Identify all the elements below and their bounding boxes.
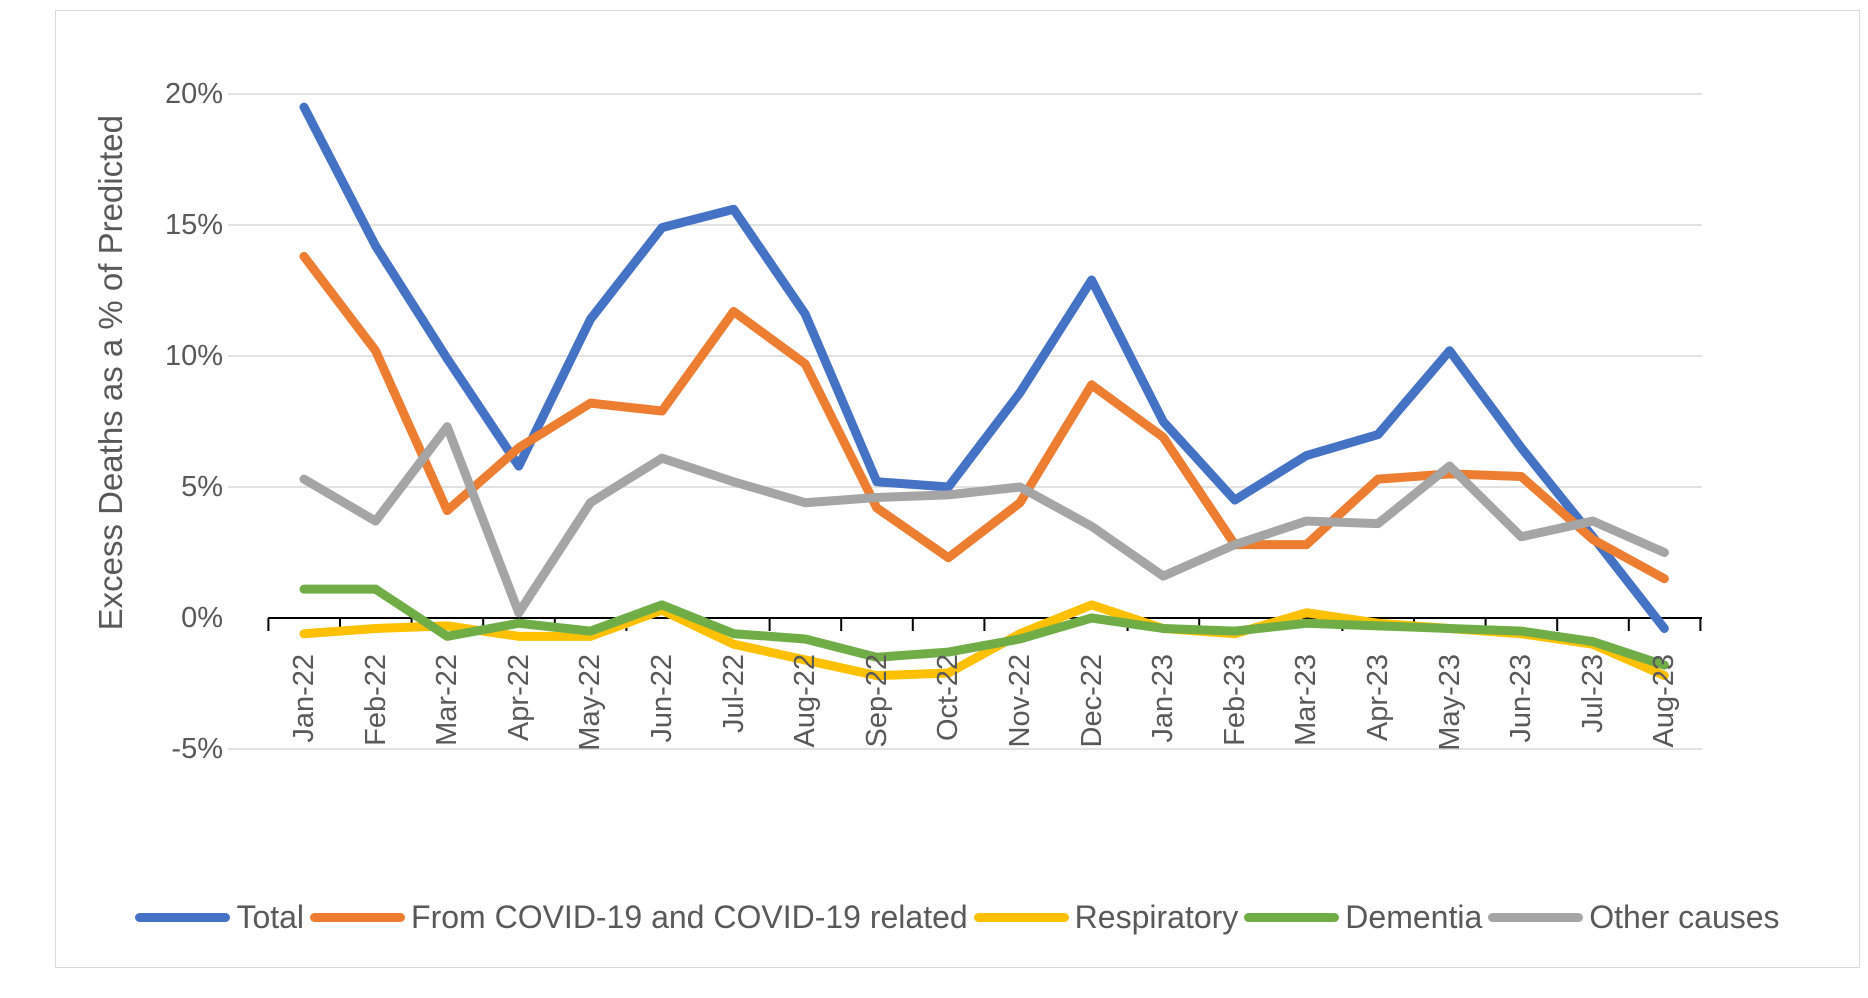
x-tick-label-Sep-22: Sep-22: [860, 654, 893, 748]
x-tick-label-Jan-23: Jan-23: [1147, 654, 1180, 743]
legend-line-sample-dementia: [1244, 913, 1340, 922]
y-tick-label-20%: 20%: [164, 78, 223, 110]
x-tick-label-Aug-23: Aug-23: [1648, 654, 1681, 748]
y-tick-label-0%: 0%: [181, 602, 223, 634]
legend-label: Dementia: [1345, 899, 1483, 935]
legend-label: Other causes: [1589, 899, 1780, 935]
series-line-from-covid-19-and-covid-19-related: [299, 251, 1669, 584]
legend: Total From COVID-19 and COVID-19 related…: [56, 899, 1859, 936]
x-tick-label-Feb-22: Feb-22: [359, 654, 392, 746]
x-tick-label-Jan-22: Jan-22: [288, 654, 320, 743]
x-tick-label-Dec-22: Dec-22: [1075, 654, 1108, 748]
y-tick-label-10%: 10%: [164, 340, 223, 372]
series-line-total: [299, 102, 1669, 633]
x-tick-label-Nov-22: Nov-22: [1004, 654, 1036, 748]
x-tick-label-Jun-23: Jun-23: [1505, 654, 1538, 743]
legend-label: From COVID-19 and COVID-19 related: [411, 899, 968, 935]
x-tick-label-Apr-23: Apr-23: [1362, 654, 1394, 742]
x-tick-label-Jul-23: Jul-23: [1576, 654, 1609, 733]
legend-line-sample-other: [1488, 913, 1584, 922]
series-lines: [299, 102, 1669, 681]
legend-line-sample-total: [135, 913, 231, 922]
y-tick-label--5%: -5%: [171, 733, 223, 765]
y-tick-label-5%: 5%: [181, 471, 223, 503]
line-chart: [228, 93, 1702, 750]
x-tick-label-Oct-22: Oct-22: [932, 654, 965, 742]
legend-line-sample-covid: [310, 913, 406, 922]
legend-item-covid: From COVID-19 and COVID-19 related: [310, 899, 968, 936]
x-tick-label-Apr-22: Apr-22: [502, 654, 535, 742]
legend-item-dementia: Dementia: [1244, 899, 1482, 936]
chart-container: 20% 15% 10% 5% 0% -5% Jan-22 Feb-22 Mar-22 Apr-2…: [55, 10, 1860, 968]
legend-item-other: Other causes: [1488, 899, 1780, 936]
legend-label: Total: [236, 899, 305, 935]
series-line-dementia: [299, 584, 1669, 670]
x-tick-label-May-23: May-23: [1433, 654, 1466, 751]
x-tick-label-Feb-23: Feb-23: [1218, 654, 1251, 746]
y-axis-title: Excess Deaths as a % of Predicted: [92, 115, 129, 631]
series-line-other-causes: [299, 422, 1669, 618]
legend-line-sample-respiratory: [973, 913, 1069, 922]
x-tick-label-Mar-22: Mar-22: [431, 654, 464, 746]
x-tick-label-May-22: May-22: [574, 654, 607, 751]
y-tick-label-15%: 15%: [164, 209, 223, 241]
x-tick-label-Jul-22: Jul-22: [717, 654, 750, 733]
legend-item-respiratory: Respiratory: [973, 899, 1239, 936]
x-tick-label-Mar-23: Mar-23: [1290, 654, 1323, 746]
legend-label: Respiratory: [1074, 899, 1239, 935]
x-tick-label-Jun-22: Jun-22: [646, 654, 678, 743]
x-tick-label-Aug-22: Aug-22: [789, 654, 822, 748]
legend-item-total: Total: [135, 899, 304, 936]
